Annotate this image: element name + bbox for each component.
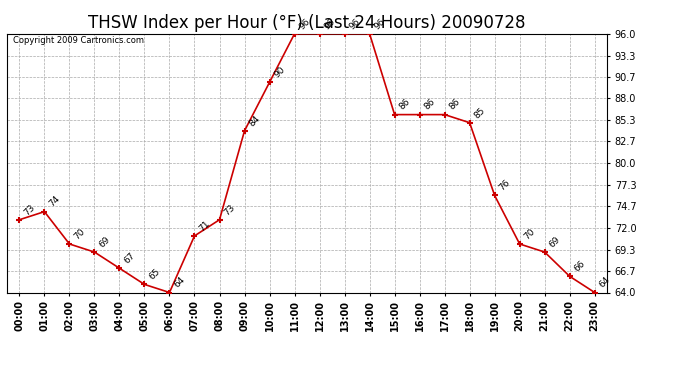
Text: 66: 66 — [573, 259, 587, 273]
Text: 86: 86 — [422, 98, 437, 112]
Text: 84: 84 — [247, 114, 262, 128]
Text: 96: 96 — [373, 16, 387, 31]
Text: 70: 70 — [522, 227, 537, 241]
Text: 73: 73 — [222, 202, 237, 217]
Text: 86: 86 — [397, 98, 412, 112]
Text: 70: 70 — [72, 227, 87, 241]
Text: 86: 86 — [447, 98, 462, 112]
Text: 69: 69 — [97, 235, 112, 249]
Text: 73: 73 — [22, 202, 37, 217]
Text: 64: 64 — [598, 275, 612, 290]
Text: 96: 96 — [297, 16, 312, 31]
Title: THSW Index per Hour (°F) (Last 24 Hours) 20090728: THSW Index per Hour (°F) (Last 24 Hours)… — [88, 14, 526, 32]
Text: 71: 71 — [197, 219, 212, 233]
Text: 76: 76 — [497, 178, 512, 193]
Text: 69: 69 — [547, 235, 562, 249]
Text: 64: 64 — [172, 275, 187, 290]
Text: 65: 65 — [147, 267, 161, 282]
Text: 85: 85 — [473, 105, 487, 120]
Text: 96: 96 — [322, 16, 337, 31]
Text: 90: 90 — [273, 65, 287, 80]
Text: 67: 67 — [122, 251, 137, 266]
Text: Copyright 2009 Cartronics.com: Copyright 2009 Cartronics.com — [13, 36, 144, 45]
Text: 74: 74 — [47, 195, 61, 209]
Text: 96: 96 — [347, 16, 362, 31]
